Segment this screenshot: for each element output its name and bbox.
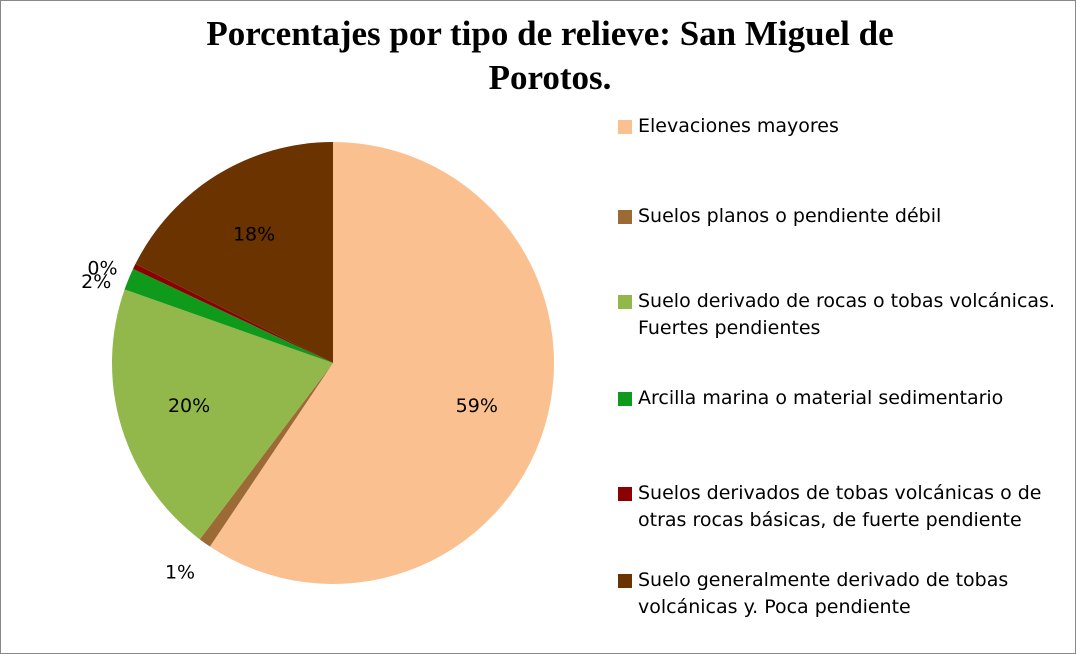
legend-item: Elevaciones mayores [618,113,1058,140]
legend-label: Suelo derivado de rocas o tobas volcánic… [638,290,1055,339]
legend-label: Suelo generalmente derivado de tobas vol… [638,569,1009,618]
legend-swatch [618,392,632,406]
legend-label: Suelos planos o pendiente débil [638,205,942,227]
pie-slice [209,142,555,584]
legend-label: Arcilla marina o material sedimentario [638,387,1004,409]
data-label: 18% [233,224,275,246]
legend-label: Suelos derivados de tobas volcánicas o d… [638,482,1042,531]
legend-swatch [618,295,632,309]
legend-item: Suelo derivado de rocas o tobas volcánic… [618,288,1058,342]
legend-item: Suelos planos o pendiente débil [618,203,1058,230]
chart-title: Porcentajes por tipo de relieve: San Mig… [206,14,894,97]
pie-slice [111,289,333,540]
legend-item: Suelo generalmente derivado de tobas vol… [618,567,1058,621]
legend-swatch [618,210,632,224]
pie-slice [133,263,333,363]
data-label: 1% [165,561,195,583]
legend-item: Arcilla marina o material sedimentario [618,385,1058,412]
legend-swatch [618,120,632,134]
pie-slice [199,363,333,547]
data-label: 20% [168,395,210,417]
legend-item: Suelos derivados de tobas volcánicas o d… [618,480,1058,534]
legend-swatch [618,487,632,501]
data-label: 0% [87,257,117,279]
data-label: 59% [456,395,498,417]
pie-slice [135,142,333,363]
pie-slice [124,268,333,363]
legend-label: Elevaciones mayores [638,115,839,137]
data-label: 2% [81,271,111,293]
legend-swatch [618,574,632,588]
